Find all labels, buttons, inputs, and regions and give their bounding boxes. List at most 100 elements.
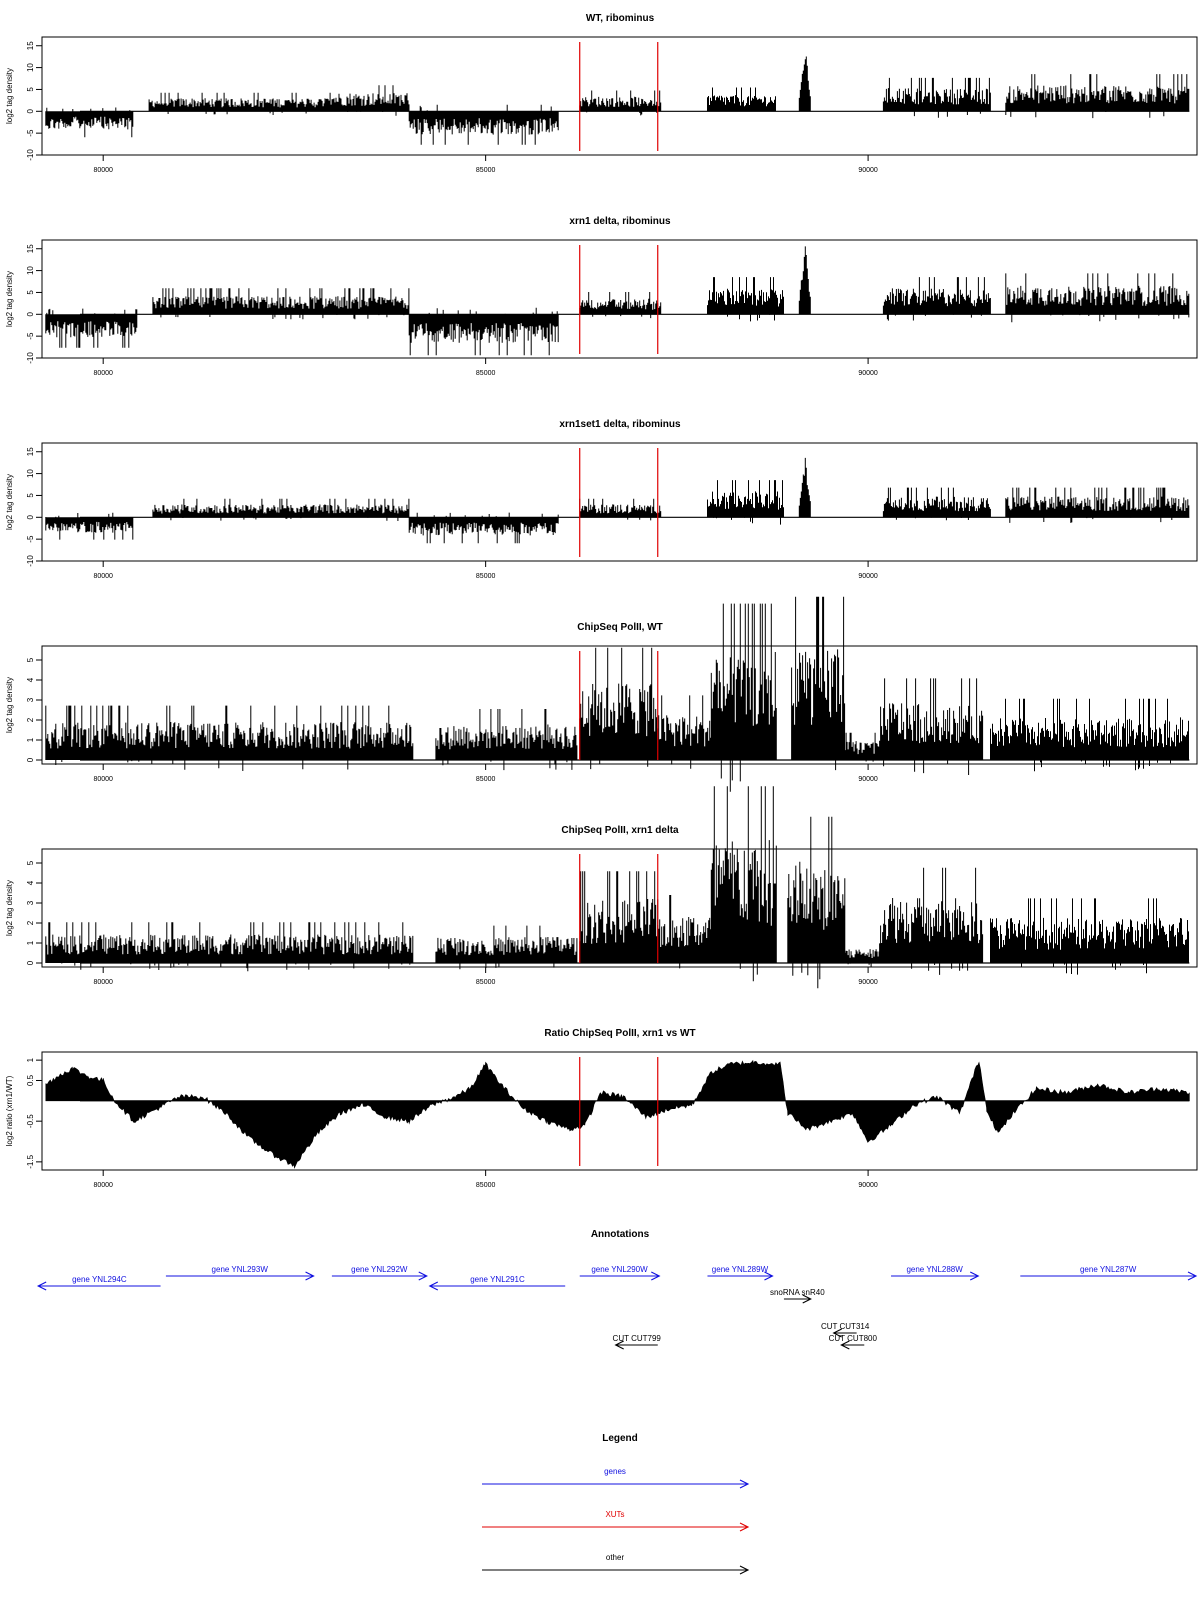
legend-item: other — [482, 1553, 750, 1575]
gene-label: gene YNL289W — [712, 1265, 769, 1274]
signal-segment — [1005, 74, 1190, 119]
signal-segment — [579, 292, 662, 319]
arrowhead — [418, 1271, 428, 1281]
signal-segment — [791, 596, 846, 771]
signal-segment — [882, 487, 991, 521]
x-tick-label: 85000 — [476, 979, 496, 986]
signal-segment — [408, 307, 559, 356]
y-tick-label: 4 — [26, 677, 35, 682]
arrowhead — [614, 1340, 624, 1350]
y-tick-label: 10 — [26, 63, 35, 72]
signal-segment — [710, 786, 777, 982]
ratio-area — [45, 1059, 1190, 1169]
y-axis-label: log2 tag density — [5, 474, 14, 530]
y-tick-label: 5 — [26, 657, 35, 662]
gene-label: gene YNL288W — [906, 1265, 963, 1274]
feature-annotation: CUT CUT314 — [821, 1322, 870, 1338]
panel-title: ChipSeq PolII, WT — [577, 622, 663, 633]
gene-annotation: gene YNL294C — [36, 1275, 161, 1291]
plot-frame — [41, 848, 1198, 968]
gene-label: gene YNL290W — [591, 1265, 648, 1274]
legend-label: XUTs — [605, 1510, 624, 1519]
track-panel: ChipSeq PolII, xrn1 delta log2 tag densit… — [5, 786, 1198, 989]
x-tick-label: 80000 — [93, 370, 113, 377]
signal-segment — [408, 104, 559, 145]
signal-segment — [707, 277, 784, 322]
gene-annotation: gene YNL287W — [1020, 1265, 1198, 1281]
track-panel: WT, ribominus log2 tag density -10 -5 0 5 10 15… — [5, 13, 1198, 174]
legend-label: other — [606, 1553, 625, 1562]
x-tick-label: 90000 — [858, 573, 878, 580]
panel-title: xrn1set1 delta, ribominus — [559, 419, 681, 430]
track-panel: xrn1 delta, ribominus log2 tag density -10… — [5, 216, 1198, 377]
y-axis-label: log2 tag density — [5, 271, 14, 327]
y-tick-label: 2 — [26, 717, 35, 722]
gene-annotation: gene YNL288W — [891, 1265, 980, 1281]
gene-annotation: gene YNL293W — [165, 1265, 315, 1281]
feature-label: CUT CUT800 — [829, 1334, 878, 1343]
y-tick-label: 0 — [26, 312, 35, 317]
arrowhead — [428, 1281, 439, 1291]
y-tick-label: 2 — [26, 920, 35, 925]
feature-label: CUT CUT314 — [821, 1322, 870, 1331]
x-tick-label: 85000 — [476, 167, 496, 174]
panel-title: Ratio ChipSeq PolII, xrn1 vs WT — [544, 1028, 695, 1039]
x-tick-label: 80000 — [93, 167, 113, 174]
y-tick-label: 0 — [26, 515, 35, 520]
signal-segment — [435, 925, 578, 970]
arrowhead — [305, 1271, 315, 1281]
y-tick-label: 3 — [26, 697, 35, 702]
gene-annotation: gene YNL291C — [428, 1275, 566, 1291]
legend-item: genes — [482, 1467, 750, 1489]
x-tick-label: 85000 — [476, 776, 496, 783]
y-tick-label: 0 — [26, 109, 35, 114]
y-tick-label: 15 — [26, 244, 35, 253]
x-tick-label: 80000 — [93, 573, 113, 580]
signal-segment — [798, 246, 811, 315]
arrowhead — [739, 1565, 750, 1575]
signal-segment — [882, 277, 991, 321]
legend: genes XUTs other — [482, 1467, 750, 1575]
feature-annotation: snoRNA snR40 — [770, 1288, 825, 1304]
gene-annotation: gene YNL289W — [707, 1265, 774, 1281]
x-tick-label: 90000 — [858, 370, 878, 377]
y-axis-label: log2 tag density — [5, 677, 14, 733]
feature-label: snoRNA snR40 — [770, 1288, 825, 1297]
y-tick-label: 10 — [26, 469, 35, 478]
arrowhead — [832, 1328, 842, 1338]
x-tick-label: 80000 — [93, 776, 113, 783]
gene-label: gene YNL291C — [470, 1275, 525, 1284]
track-panel: xrn1set1 delta, ribominus log2 tag densit… — [5, 419, 1198, 580]
legend-item: XUTs — [482, 1510, 750, 1532]
arrowhead — [969, 1271, 980, 1281]
y-tick-label: 0 — [26, 960, 35, 965]
signal-segment — [579, 647, 659, 770]
x-tick-label: 85000 — [476, 1182, 496, 1189]
y-tick-label: 4 — [26, 880, 35, 885]
y-tick-label: 10 — [26, 266, 35, 275]
signal-segment — [879, 867, 984, 975]
arrowhead — [1187, 1271, 1198, 1281]
y-tick-label: 15 — [26, 447, 35, 456]
y-tick-label: 5 — [26, 493, 35, 498]
track-panel: ChipSeq PolII, WT log2 tag density 0 1 2 3 4 5 8… — [5, 596, 1198, 792]
y-tick-label: -1.5 — [26, 1154, 35, 1168]
y-tick-label: 1 — [26, 737, 35, 742]
arrowhead — [764, 1271, 774, 1281]
signal-segment — [152, 498, 410, 521]
signal-segment — [798, 457, 811, 518]
signal-segment — [844, 949, 880, 967]
signal-segment — [579, 498, 662, 521]
y-tick-label: 3 — [26, 900, 35, 905]
x-tick-label: 80000 — [93, 1182, 113, 1189]
signal-segment — [324, 85, 410, 116]
signal-segment — [148, 92, 333, 115]
signal-segment — [990, 898, 1189, 975]
signal-segment — [45, 705, 414, 771]
signal-segment — [657, 695, 712, 769]
signal-segment — [408, 512, 559, 544]
x-tick-label: 80000 — [93, 979, 113, 986]
y-axis-label: log2 tag density — [5, 68, 14, 124]
y-tick-label: -10 — [26, 555, 35, 567]
